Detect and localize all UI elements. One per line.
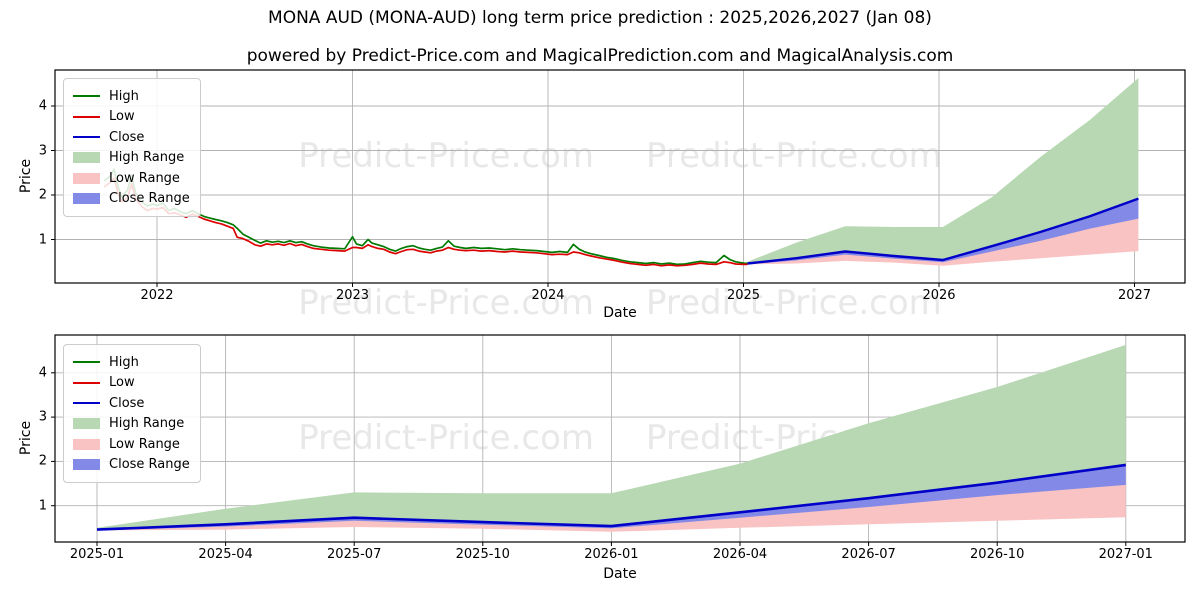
close-range-band xyxy=(97,464,1126,531)
high-range-band xyxy=(97,344,1126,530)
legend-label: Low xyxy=(109,109,135,125)
bottom-chart-ylabel: Price xyxy=(18,420,35,456)
bottom-chart-xlabel: Date xyxy=(603,566,637,582)
x-tick-label: 2027-01 xyxy=(1098,547,1153,562)
legend-patch-swatch xyxy=(73,438,100,450)
low-range-band xyxy=(97,464,1126,532)
close-forecast-line xyxy=(96,463,1126,531)
y-tick-label: 3 xyxy=(38,143,47,158)
x-tick-label: 2022 xyxy=(140,288,174,303)
y-tick-label: 4 xyxy=(38,98,47,114)
legend-label: Close Range xyxy=(109,457,190,473)
low-range-band xyxy=(747,198,1139,266)
legend-label: Low xyxy=(109,375,135,391)
x-tick-label: 2026-10 xyxy=(970,547,1025,562)
powered-by-subtitle: powered by Predict-Price.com and Magical… xyxy=(246,46,954,66)
legend-item: Close xyxy=(73,127,190,148)
close-range-band xyxy=(747,198,1139,265)
legend-line-swatch xyxy=(73,95,100,98)
close-forecast-line xyxy=(747,197,1139,265)
y-tick-label: 1 xyxy=(38,232,47,247)
y-tick-label: 2 xyxy=(38,453,47,469)
legend-item: Close xyxy=(73,393,190,414)
legend-item: Close Range xyxy=(73,189,190,210)
legend-patch-swatch xyxy=(73,193,100,205)
legend-item: High Range xyxy=(73,414,190,435)
figure-title: MONA AUD (MONA-AUD) long term price pred… xyxy=(268,8,932,28)
high-range-band xyxy=(747,78,1139,264)
legend-patch-swatch xyxy=(73,418,100,430)
legend-item: High xyxy=(73,352,190,373)
history-forecast-chart xyxy=(51,69,1186,287)
legend-label: High xyxy=(109,88,139,104)
legend-patch-swatch xyxy=(73,459,100,471)
legend-label: High Range xyxy=(109,150,185,166)
legend-label: Close xyxy=(109,395,145,411)
legend-label: Close xyxy=(109,129,145,145)
top-chart-xlabel: Date xyxy=(603,305,637,321)
legend-label: Low Range xyxy=(109,436,180,452)
x-tick-label: 2026-04 xyxy=(712,547,768,562)
x-tick-label: 2027 xyxy=(1117,288,1152,303)
legend-line-swatch xyxy=(73,381,100,384)
forecast-detail-chart xyxy=(51,334,1186,546)
x-tick-label: 2026-07 xyxy=(841,547,896,562)
x-tick-label: 2023 xyxy=(335,288,370,303)
legend-line-swatch xyxy=(73,115,100,118)
x-tick-label: 2025-10 xyxy=(455,547,510,562)
legend-item: High xyxy=(73,86,190,107)
legend-item: Close Range xyxy=(73,455,190,476)
legend-line-swatch xyxy=(73,361,100,364)
legend-line-swatch xyxy=(73,402,100,405)
y-tick-label: 4 xyxy=(38,365,47,381)
y-tick-label: 2 xyxy=(38,187,47,203)
x-tick-label: 2026 xyxy=(922,288,956,303)
x-tick-label: 2025-07 xyxy=(327,547,382,562)
legend-line-swatch xyxy=(73,136,100,139)
legend-patch-swatch xyxy=(73,152,100,164)
legend-item: Low Range xyxy=(73,434,190,455)
top-chart-legend: High Low Close High Range Low Range Close Ran… xyxy=(63,78,201,217)
y-tick-label: 1 xyxy=(38,498,47,514)
x-tick-label: 2025 xyxy=(726,288,761,303)
y-tick-label: 3 xyxy=(38,409,47,425)
legend-label: Low Range xyxy=(109,170,180,186)
x-tick-label: 2024 xyxy=(531,288,565,303)
legend-item: High Range xyxy=(73,148,190,169)
legend-item: Low Range xyxy=(73,168,190,189)
legend-label: Close Range xyxy=(109,191,190,207)
legend-label: High xyxy=(109,354,139,370)
legend-label: High Range xyxy=(109,416,185,432)
bottom-chart-legend: High Low Close High Range Low Range Close Ran… xyxy=(63,344,201,483)
legend-item: Low xyxy=(73,107,190,128)
x-tick-label: 2025-04 xyxy=(198,547,253,562)
x-tick-label: 2025-01 xyxy=(69,547,125,562)
legend-item: Low xyxy=(73,373,190,394)
x-tick-label: 2026-01 xyxy=(584,547,639,562)
legend-patch-swatch xyxy=(73,172,100,184)
